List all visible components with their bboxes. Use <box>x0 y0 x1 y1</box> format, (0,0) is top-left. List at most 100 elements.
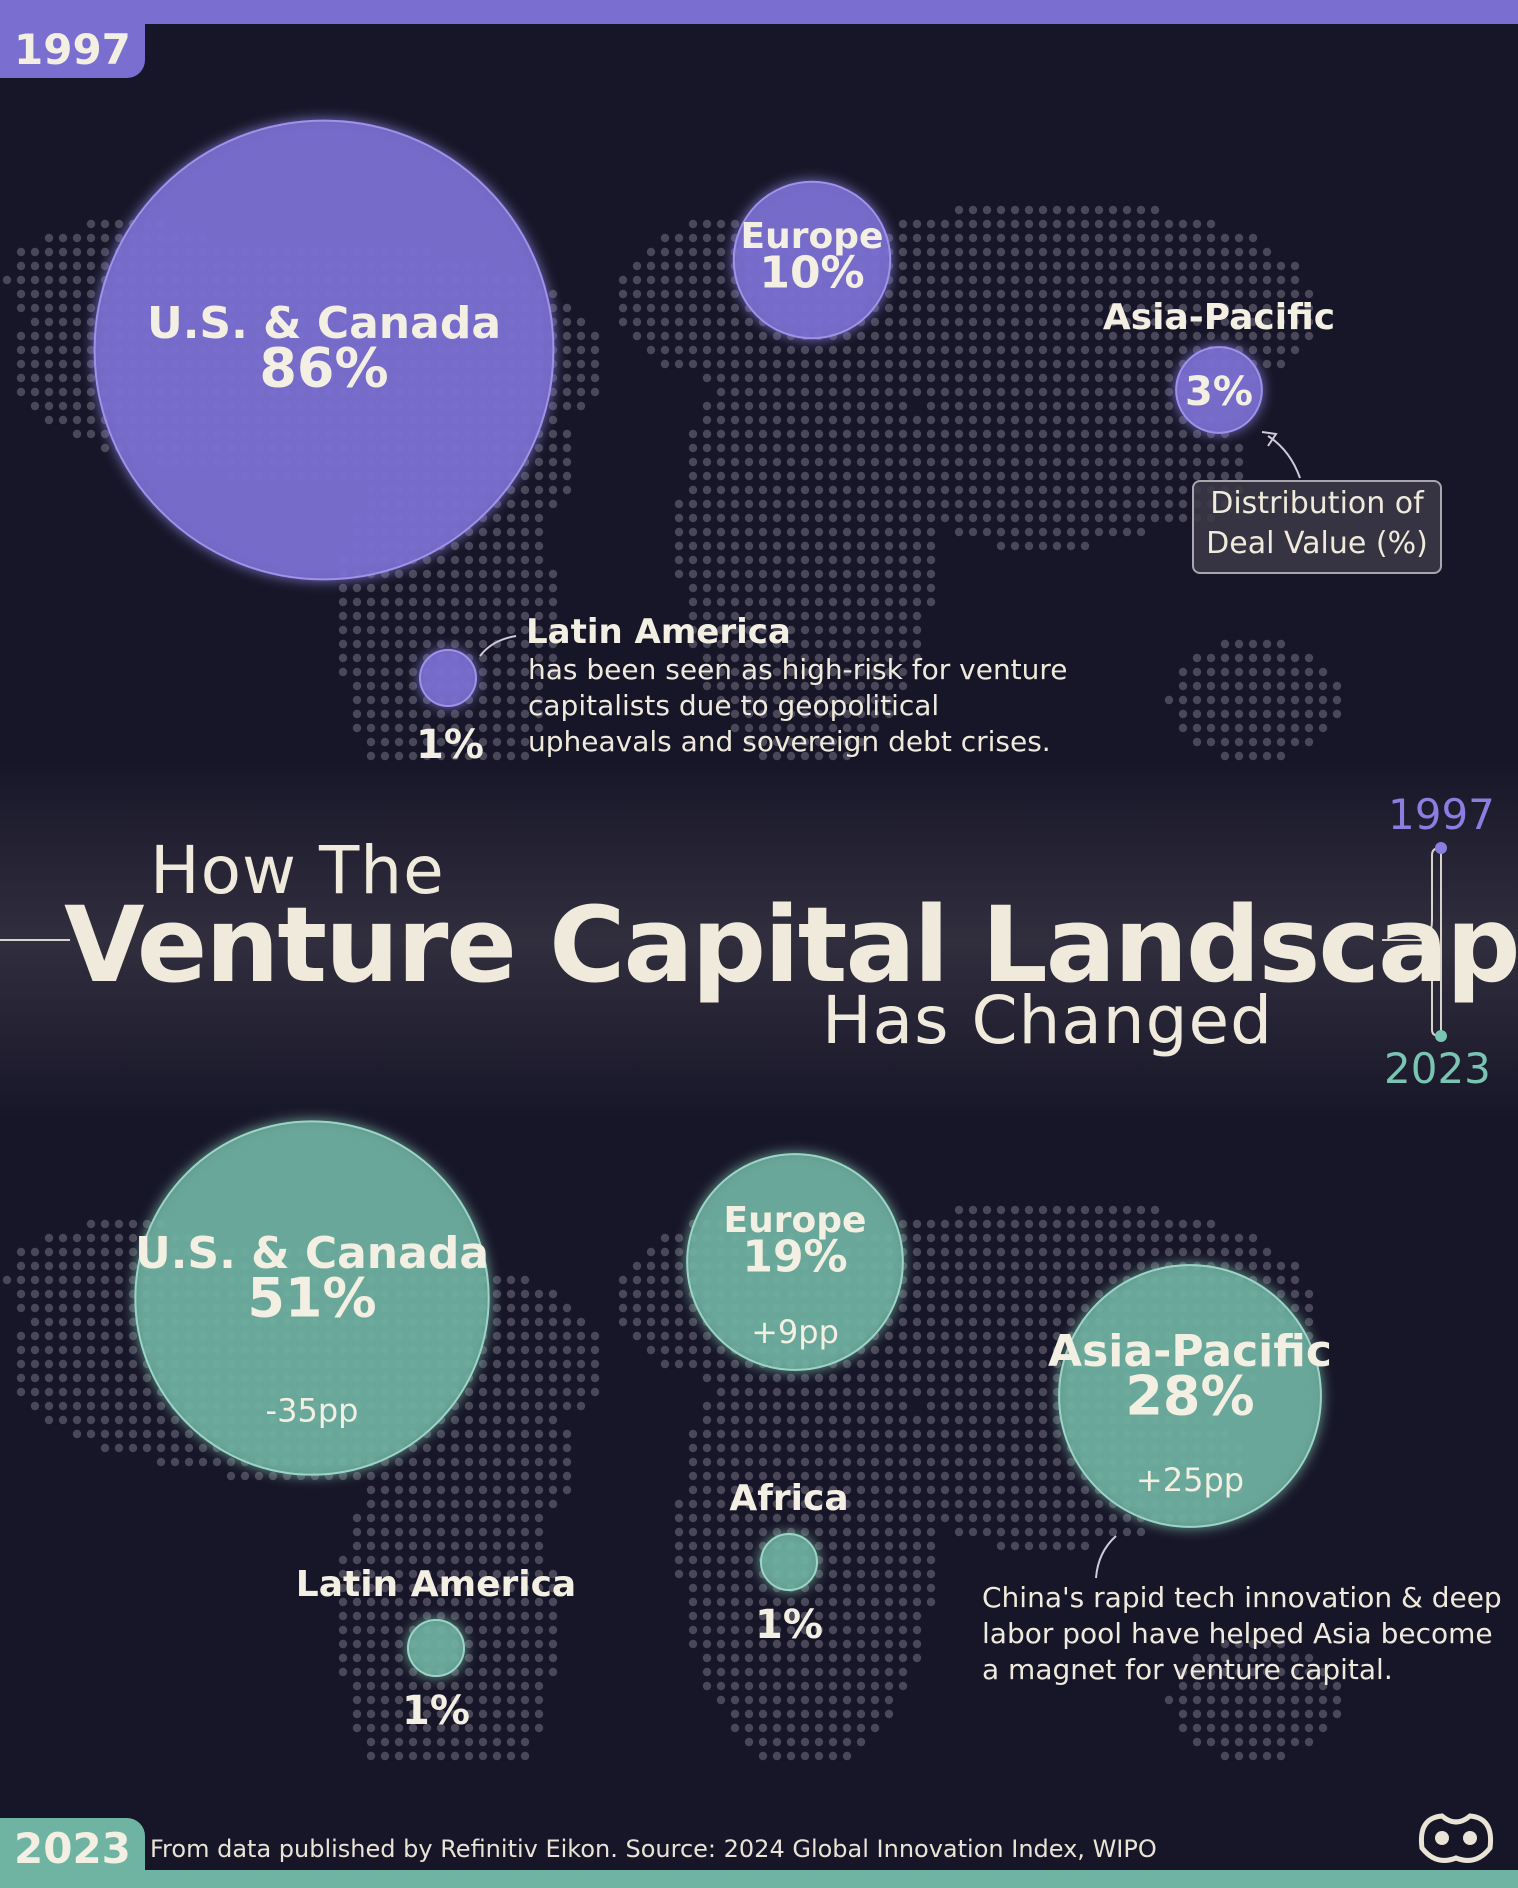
timeline-dot-1997 <box>1435 842 1447 854</box>
map-dot <box>1080 359 1090 369</box>
map-dot <box>58 359 68 369</box>
map-dot <box>44 387 54 397</box>
map-dot <box>968 373 978 383</box>
map-dot <box>674 331 684 341</box>
map-dot <box>1080 317 1090 327</box>
map-dot <box>1052 317 1062 327</box>
map-dot <box>1094 219 1104 229</box>
map-dot <box>632 289 642 299</box>
map-dot <box>1108 317 1118 327</box>
map-dot <box>926 247 936 257</box>
map-dot <box>702 373 712 383</box>
map-dot <box>982 373 992 383</box>
title-line-2: Venture Capital Landscape <box>64 884 1518 1006</box>
year-tab-1997: 1997 <box>0 22 145 78</box>
map-dot <box>1024 261 1034 271</box>
map-dot <box>646 261 656 271</box>
map-dot <box>688 331 698 341</box>
map-dot <box>968 387 978 397</box>
visual-capitalist-logo-icon <box>1418 1813 1494 1863</box>
map-dot <box>884 317 894 327</box>
map-dot <box>1206 317 1216 327</box>
map-dot <box>1248 303 1258 313</box>
map-dot <box>716 387 726 397</box>
map-dot <box>716 289 726 299</box>
bubble-value-label: 86% <box>259 337 388 400</box>
map-dot <box>968 317 978 327</box>
map-dot <box>548 289 558 299</box>
map-dot <box>982 345 992 355</box>
map-dot <box>688 359 698 369</box>
timeline-label-start: 1997 <box>1388 790 1495 839</box>
map-dot <box>800 373 810 383</box>
map-dot <box>842 359 852 369</box>
map-dot <box>114 233 124 243</box>
map-dot <box>730 289 740 299</box>
map-dot <box>1038 205 1048 215</box>
map-dot <box>1290 331 1300 341</box>
map-dot <box>1192 275 1202 285</box>
map-dot <box>716 303 726 313</box>
map-dot <box>576 401 586 411</box>
map-dot <box>1122 331 1132 341</box>
map-dot <box>898 247 908 257</box>
map-dot <box>1290 345 1300 355</box>
year-tab-2023: 2023 <box>0 1818 145 1878</box>
map-dot <box>1052 205 1062 215</box>
map-dot <box>58 331 68 341</box>
map-dot <box>926 275 936 285</box>
map-dot <box>674 233 684 243</box>
bubble-change-label: +9pp <box>751 1313 839 1351</box>
map-dot <box>1080 289 1090 299</box>
map-dot <box>590 345 600 355</box>
map-dot <box>996 303 1006 313</box>
map-dot <box>30 345 40 355</box>
map-dot <box>898 359 908 369</box>
map-dot <box>1136 205 1146 215</box>
map-dot <box>72 373 82 383</box>
map-dot <box>758 331 768 341</box>
map-dot <box>2 275 12 285</box>
map-dot <box>968 205 978 215</box>
map-dot <box>1108 303 1118 313</box>
map-dot <box>1220 261 1230 271</box>
map-dot <box>884 359 894 369</box>
map-dot <box>702 261 712 271</box>
legend-line-2: Deal Value (%) <box>1206 526 1428 561</box>
map-dot <box>982 247 992 257</box>
map-dot <box>1010 219 1020 229</box>
map-dot <box>646 247 656 257</box>
map-dot <box>1094 233 1104 243</box>
map-dot <box>702 401 712 411</box>
map-dot <box>898 233 908 243</box>
map-dot <box>1290 303 1300 313</box>
map-dot <box>562 345 572 355</box>
map-dot <box>44 373 54 383</box>
map-dot <box>576 387 586 397</box>
map-dot <box>72 275 82 285</box>
map-dot <box>1122 303 1132 313</box>
map-dot <box>982 219 992 229</box>
map-dot <box>1206 219 1216 229</box>
bubble-region-label: Asia-Pacific <box>1103 297 1335 338</box>
map-dot <box>842 331 852 341</box>
map-dot <box>1038 289 1048 299</box>
map-dot <box>1122 219 1132 229</box>
map-dot <box>744 387 754 397</box>
map-dot <box>1206 247 1216 257</box>
map-dot <box>30 303 40 313</box>
map-dot <box>58 275 68 285</box>
map-dot <box>800 359 810 369</box>
map-dot <box>870 373 880 383</box>
map-dot <box>1220 303 1230 313</box>
map-dot <box>44 275 54 285</box>
map-dot <box>576 373 586 383</box>
map-dot <box>1038 359 1048 369</box>
map-dot <box>72 289 82 299</box>
map-dot <box>674 317 684 327</box>
map-dot <box>954 233 964 243</box>
map-dot <box>1220 247 1230 257</box>
map-dot <box>1066 387 1076 397</box>
map-dot <box>1052 331 1062 341</box>
map-dot <box>1234 331 1244 341</box>
